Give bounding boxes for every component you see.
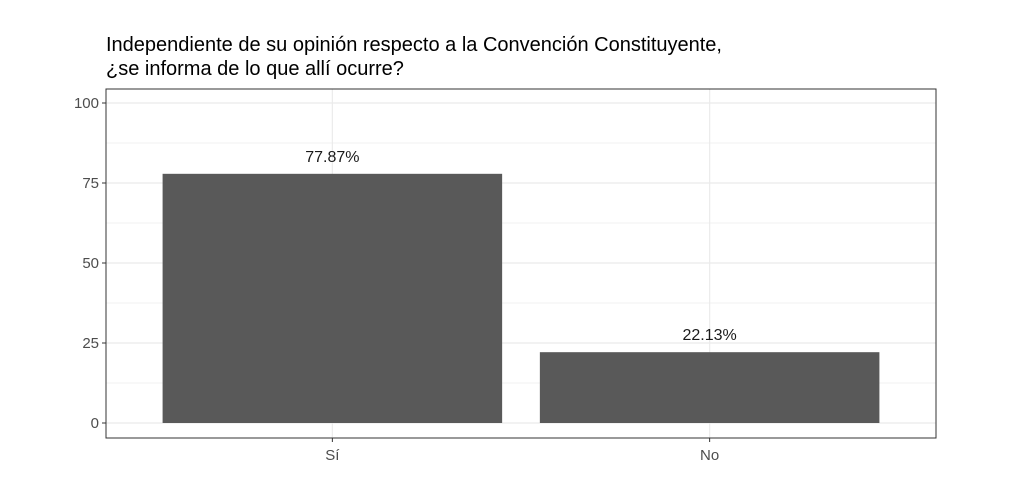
y-tick-label: 100 — [74, 95, 99, 112]
chart-title: Independiente de su opinión respecto a l… — [106, 34, 722, 56]
bar — [539, 352, 880, 423]
chart-subtitle: ¿se informa de lo que allí ocurre? — [106, 58, 404, 80]
x-tick-label: Sí — [325, 447, 340, 464]
x-axis: Sí No — [325, 438, 719, 464]
y-tick-label: 25 — [82, 335, 99, 352]
bar — [162, 173, 503, 423]
y-tick-label: 50 — [82, 255, 99, 272]
bar-data-label: 22.13% — [683, 327, 737, 344]
y-axis: 0 25 50 75 100 — [74, 95, 106, 432]
data-labels: 77.87% 22.13% — [305, 149, 737, 344]
y-tick-label: 0 — [91, 415, 99, 432]
y-tick-label: 75 — [82, 175, 99, 192]
x-tick-label: No — [700, 447, 719, 464]
bar-data-label: 77.87% — [305, 149, 359, 166]
bars — [162, 173, 880, 423]
